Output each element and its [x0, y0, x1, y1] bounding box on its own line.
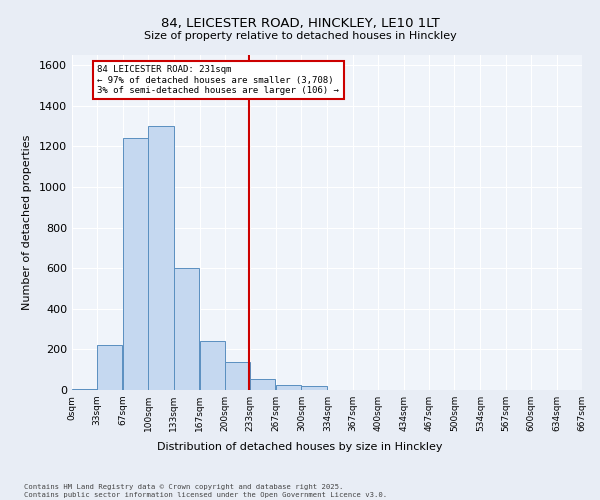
Bar — [276, 385, 301, 390]
Bar — [72, 389, 97, 390]
Bar — [97, 346, 122, 390]
Bar — [200, 342, 225, 390]
Bar — [225, 362, 250, 390]
Y-axis label: Number of detached properties: Number of detached properties — [22, 135, 32, 310]
Text: Size of property relative to detached houses in Hinckley: Size of property relative to detached ho… — [143, 31, 457, 41]
Text: Contains HM Land Registry data © Crown copyright and database right 2025.
Contai: Contains HM Land Registry data © Crown c… — [24, 484, 387, 498]
Bar — [148, 126, 173, 390]
Text: 84 LEICESTER ROAD: 231sqm
← 97% of detached houses are smaller (3,708)
3% of sem: 84 LEICESTER ROAD: 231sqm ← 97% of detac… — [97, 65, 339, 95]
Bar — [173, 268, 199, 390]
Text: 84, LEICESTER ROAD, HINCKLEY, LE10 1LT: 84, LEICESTER ROAD, HINCKLEY, LE10 1LT — [161, 18, 439, 30]
Bar — [250, 379, 275, 390]
Text: Distribution of detached houses by size in Hinckley: Distribution of detached houses by size … — [157, 442, 443, 452]
Bar — [123, 138, 148, 390]
Bar — [301, 386, 326, 390]
